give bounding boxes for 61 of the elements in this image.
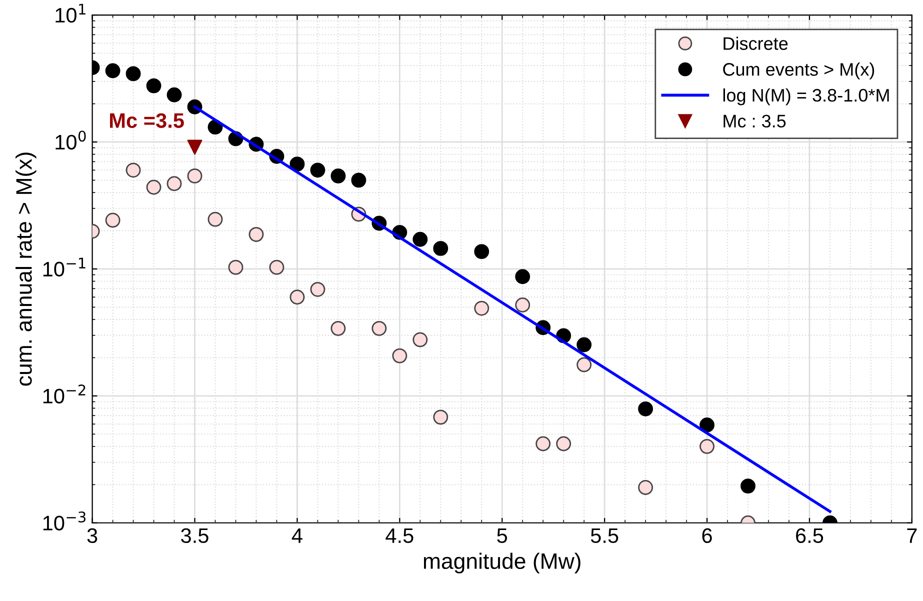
point	[515, 269, 530, 284]
point	[474, 300, 490, 316]
point	[638, 480, 654, 495]
point	[536, 436, 551, 452]
y-tick-label: 10$^{−2}$	[43, 384, 86, 404]
point	[556, 436, 572, 452]
x-tick-label: 4.5	[386, 528, 414, 544]
point	[310, 162, 326, 178]
legend-label: Cum events > M(x)	[723, 62, 874, 80]
point	[576, 337, 592, 352]
point	[740, 478, 756, 494]
point	[146, 180, 162, 195]
point	[166, 176, 182, 192]
point	[248, 226, 264, 242]
point	[166, 87, 182, 102]
y-tick-label: 10$^{−1}$	[43, 258, 86, 277]
point	[105, 212, 120, 228]
x-tick-label: 5.5	[590, 528, 618, 544]
point	[290, 156, 305, 172]
y-tick-label: 10$^{−3}$	[43, 511, 86, 530]
y-tick-label: 10$^{1}$	[56, 4, 86, 23]
point	[351, 172, 366, 188]
point	[330, 320, 346, 336]
point	[372, 320, 387, 336]
point	[126, 66, 141, 82]
x-tick-label: 5	[497, 528, 508, 544]
point	[474, 244, 490, 260]
point	[187, 168, 202, 184]
x-tick-label: 3	[87, 528, 98, 544]
point	[433, 240, 448, 256]
point	[310, 282, 326, 297]
x-tick-label: 3.5	[181, 528, 208, 544]
point	[515, 298, 530, 312]
point	[187, 140, 202, 155]
point	[105, 63, 120, 78]
annotation: Mc =3.5	[110, 113, 184, 128]
x-tick-label: 7	[907, 528, 917, 543]
point	[269, 260, 284, 275]
point	[146, 78, 162, 94]
point	[412, 332, 428, 348]
y-axis-title: cum. annual rate > M(x)	[16, 152, 36, 386]
point	[638, 401, 654, 416]
legend-label: log N(M) = 3.8-1.0*M	[723, 88, 889, 106]
legend-label: Discrete	[724, 36, 788, 50]
x-tick-label: 6.5	[796, 528, 824, 544]
legend-label: Mc : 3.5	[724, 114, 786, 128]
point	[412, 232, 428, 247]
point	[290, 290, 305, 305]
point	[700, 418, 714, 432]
point	[700, 438, 714, 454]
point	[126, 162, 141, 178]
point	[433, 410, 448, 425]
x-axis-title: magnitude (Mw)	[424, 552, 580, 574]
point	[330, 168, 346, 184]
x-tick-label: 6	[702, 528, 712, 544]
point	[576, 357, 592, 372]
y-tick-label: 10$^{0}$	[56, 130, 86, 150]
point	[208, 212, 223, 227]
point	[228, 260, 244, 275]
x-tick-label: 4	[292, 528, 302, 543]
point	[392, 348, 408, 364]
